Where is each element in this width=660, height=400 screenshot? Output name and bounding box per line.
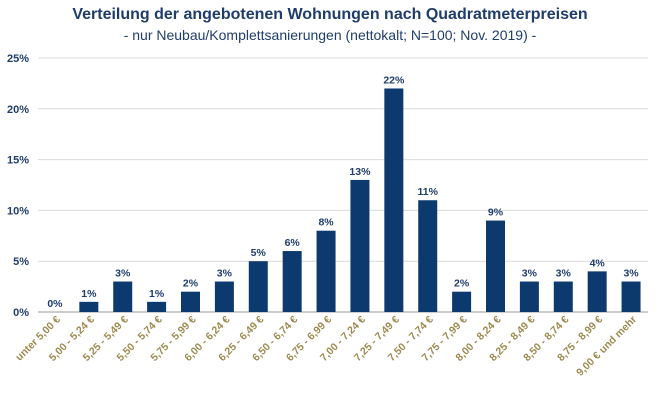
y-tick-label: 15% [7, 155, 29, 167]
data-label: 13% [349, 166, 371, 178]
y-tick-label: 10% [7, 205, 29, 217]
bar [553, 281, 573, 312]
data-label: 5% [251, 247, 267, 259]
data-label: 1% [149, 288, 165, 300]
bar [384, 88, 404, 312]
bar [418, 200, 438, 312]
x-axis-ticks: unter 5,00 €5,00 - 5,24 €5,25 - 5,49 €5,… [13, 314, 639, 379]
bar [113, 281, 133, 312]
bar [248, 261, 268, 312]
data-labels: 0% 1% 3% 1% 2% 3% 5% 6% 8% 13% 22% 11% 2% 9% 3% 3% 4% 3% [47, 74, 639, 310]
data-label: 3% [623, 268, 639, 280]
data-label: 1% [81, 288, 97, 300]
data-label: 2% [183, 278, 199, 290]
data-label: 2% [454, 278, 470, 290]
bar [350, 179, 370, 312]
bar [147, 301, 167, 312]
data-label: 3% [556, 268, 572, 280]
bar [486, 220, 505, 312]
data-label: 3% [522, 268, 538, 280]
data-label: 6% [285, 237, 301, 249]
data-label: 11% [418, 186, 439, 198]
y-tick-label: 0% [13, 307, 29, 319]
bars [79, 88, 641, 312]
data-label: 3% [217, 268, 233, 280]
bar [79, 301, 99, 312]
gridlines [38, 57, 648, 313]
bar [452, 291, 472, 312]
bar [316, 230, 336, 312]
chart-subtitle: - nur Neubau/Komplettsanierungen (nettok… [123, 27, 537, 43]
bar [214, 281, 234, 312]
data-label: 9% [488, 207, 504, 219]
y-tick-label: 25% [7, 53, 29, 65]
data-label: 4% [590, 257, 606, 269]
data-label: 8% [318, 217, 334, 229]
bar [621, 281, 641, 312]
bar [181, 291, 200, 312]
x-tick-label: 9,00 € und mehr [574, 314, 639, 379]
chart-title: Verteilung der angebotenen Wohnungen nac… [72, 6, 588, 23]
y-tick-label: 20% [7, 104, 29, 116]
data-label: 3% [115, 268, 131, 280]
bar [587, 271, 607, 312]
data-label: 22% [383, 74, 405, 86]
bar [282, 251, 302, 312]
data-label: 0% [47, 298, 63, 310]
y-axis-ticks: 0% 5% 10% 15% 20% 25% [7, 53, 29, 319]
bar [519, 281, 539, 312]
y-tick-label: 5% [13, 256, 29, 268]
